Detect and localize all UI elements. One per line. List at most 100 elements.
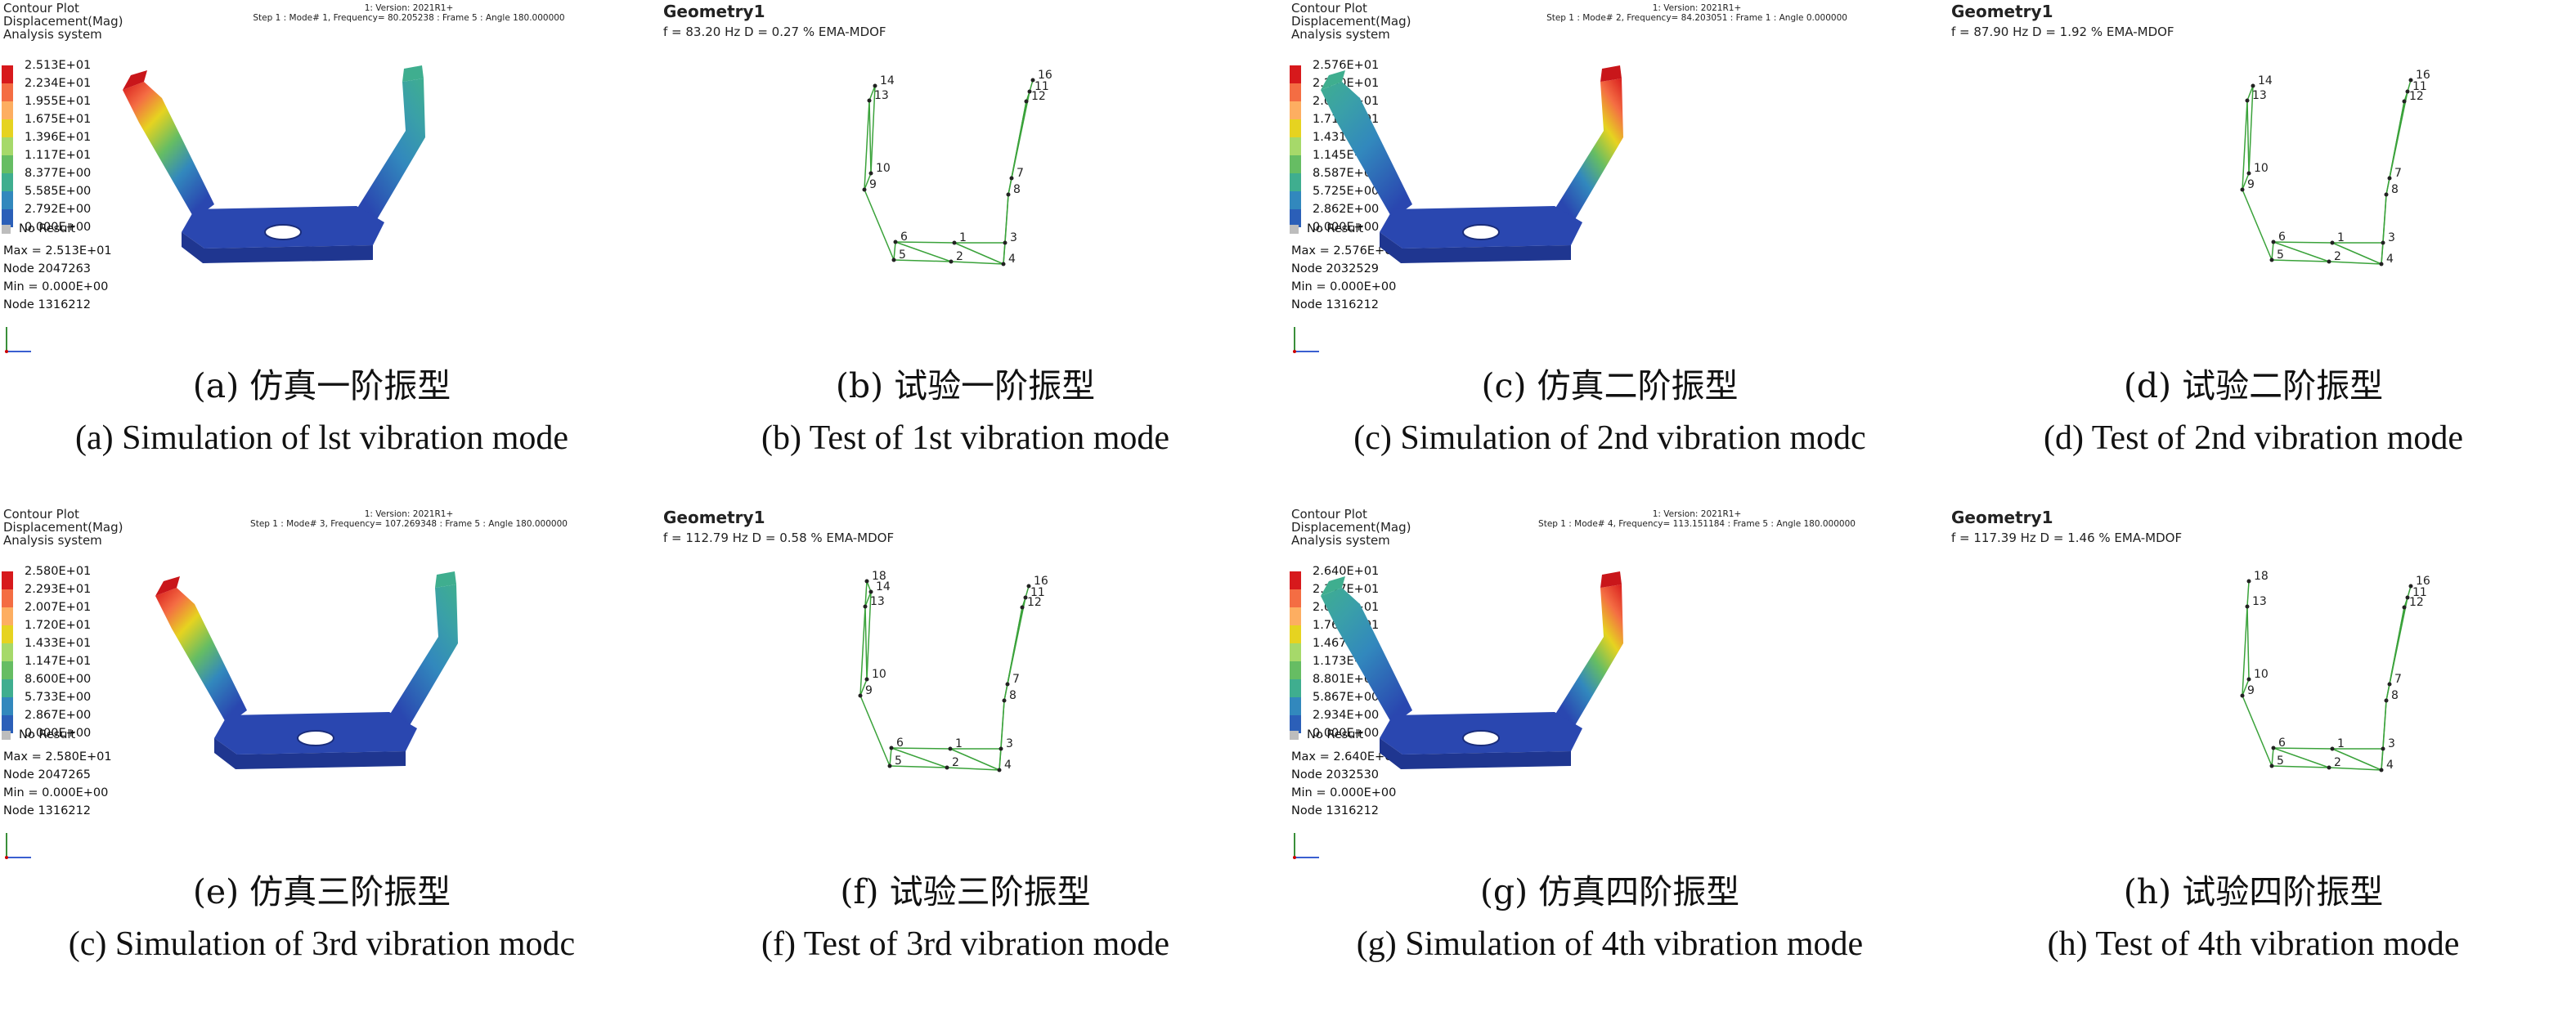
mesh-edge <box>2242 678 2250 696</box>
legend-value: 8.600E+00 <box>25 673 92 686</box>
mesh-edge <box>891 747 948 768</box>
axis-triad-icon <box>5 327 31 353</box>
legend-row: 2.576E+01 <box>1290 59 1453 83</box>
stat-line: Max = 2.580E+01 <box>3 750 112 763</box>
legend-swatch <box>1290 661 1301 679</box>
legend-row: 1.720E+01 <box>2 619 165 643</box>
node-label: 3 <box>2388 231 2395 244</box>
legend-value: 2.867E+00 <box>25 709 92 722</box>
header-line: Contour Plot <box>3 507 79 522</box>
legend-value: 8.587E+00 <box>1313 167 1380 180</box>
stat-line: Max = 2.640E+01 <box>1291 750 1400 763</box>
mesh-node <box>997 768 1002 772</box>
mesh-node <box>2402 99 2407 104</box>
mesh-node <box>1005 682 1010 687</box>
mesh-edge <box>2273 241 2330 262</box>
mesh-edge <box>999 700 1005 771</box>
node-label: 10 <box>872 668 886 681</box>
mesh-node <box>945 765 949 770</box>
mesh-edge <box>2246 85 2254 101</box>
legend-row: 0.000E+00 <box>2 727 165 751</box>
no-result-entry: No Result <box>1290 728 1363 741</box>
mesh-edge <box>895 241 955 244</box>
mesh-node <box>2269 257 2274 262</box>
legend-value: 2.934E+00 <box>1313 709 1380 722</box>
caption-chinese: (f) 试验三阶振型 <box>840 872 1091 911</box>
node-label: 14 <box>880 74 895 87</box>
mesh-node <box>2246 579 2251 584</box>
caption-chinese: (g) 仿真四阶振型 <box>1479 872 1740 911</box>
node-label: 9 <box>2247 684 2255 697</box>
stat-line: Min = 0.000E+00 <box>1291 280 1397 293</box>
fea-model-view <box>5 571 458 859</box>
mesh-node <box>867 98 872 103</box>
legend-swatch <box>1290 589 1301 607</box>
node-label: 4 <box>2386 759 2394 772</box>
node-label: 16 <box>2416 575 2430 588</box>
legend-row: 2.862E+00 <box>1290 203 1453 227</box>
legend-row: 5.867E+00 <box>1290 691 1453 715</box>
legend-value: 2.580E+01 <box>25 565 92 578</box>
mesh-edge <box>893 241 896 261</box>
mesh-node <box>2384 192 2389 197</box>
node-label: 5 <box>895 755 902 768</box>
legend-value: 2.640E+01 <box>1313 565 1380 578</box>
legend-swatch <box>2 173 13 191</box>
mesh-node <box>887 763 892 768</box>
node-label: 7 <box>1012 673 1020 686</box>
mesh-node <box>2245 604 2250 609</box>
panel-simulation: Contour Plot Displacement(Mag) Analysis sy… <box>0 0 644 506</box>
node-label: 4 <box>2386 253 2394 266</box>
mesh-edge <box>949 748 1000 771</box>
mesh-node <box>949 259 954 264</box>
legend-value: 0.000E+00 <box>25 727 92 740</box>
stat-line: Node 2032530 <box>1291 768 1380 781</box>
legend-value: 1.147E+01 <box>25 655 92 668</box>
version-info: 1: Version: 2021R1+ Step 1 : Mode# 1, Fre… <box>180 3 638 23</box>
mesh-node <box>858 693 863 698</box>
legend-row: 5.725E+00 <box>1290 185 1453 209</box>
legend-value: 0.000E+00 <box>25 221 92 234</box>
legend-swatch <box>1290 137 1301 155</box>
legend-swatch <box>2 607 13 625</box>
mesh-edge <box>895 241 952 262</box>
mesh-node <box>952 240 957 245</box>
no-result-swatch <box>1290 730 1299 740</box>
mesh-node <box>2251 83 2255 88</box>
node-label: 12 <box>1031 90 1046 103</box>
node-label: 8 <box>2391 689 2399 702</box>
legend-row: 1.955E+01 <box>2 95 165 119</box>
mesh-edge <box>893 259 952 262</box>
mesh-node <box>2408 584 2413 589</box>
legend-swatch <box>1290 643 1301 661</box>
mesh-edge <box>1007 597 1026 685</box>
node-label: 3 <box>1006 737 1013 750</box>
no-result-entry: No Result <box>2 222 75 235</box>
legend-value: 1.675E+01 <box>25 113 92 126</box>
mesh-edge <box>1003 194 1009 265</box>
node-label: 3 <box>1010 231 1017 244</box>
mesh-node <box>2330 240 2335 245</box>
mesh-node <box>863 604 868 609</box>
mesh-edge <box>2271 747 2274 767</box>
legend-swatch <box>2 119 13 137</box>
legend-value: 2.576E+01 <box>1313 59 1380 72</box>
mesh-edge <box>866 591 872 680</box>
legend-swatch <box>1290 607 1301 625</box>
legend-swatch <box>2 661 13 679</box>
result-statistics: Max = 2.640E+01 Node 2032530 Min = 0.000E+… <box>1291 748 1400 820</box>
panel-test: Geometry1 f = 87.90 Hz D = 1.92 % EMA-MDO… <box>1932 0 2575 506</box>
legend-value: 5.725E+00 <box>1313 185 1380 198</box>
panel-test: Geometry1 f = 83.20 Hz D = 0.27 % EMA-MDO… <box>644 0 1287 506</box>
legend-swatch <box>2 209 13 227</box>
node-label: 4 <box>1004 759 1012 772</box>
mesh-edge <box>864 189 895 261</box>
node-label: 1 <box>2337 231 2345 244</box>
legend-row: 8.801E+00 <box>1290 673 1453 697</box>
node-label: 2 <box>2334 250 2341 263</box>
panel-simulation: Contour Plot Displacement(Mag) Analysis sy… <box>0 506 644 1012</box>
mesh-edge <box>946 767 1000 771</box>
node-label: 16 <box>1038 69 1052 82</box>
version-line: 1: Version: 2021R1+ <box>1652 509 1742 519</box>
